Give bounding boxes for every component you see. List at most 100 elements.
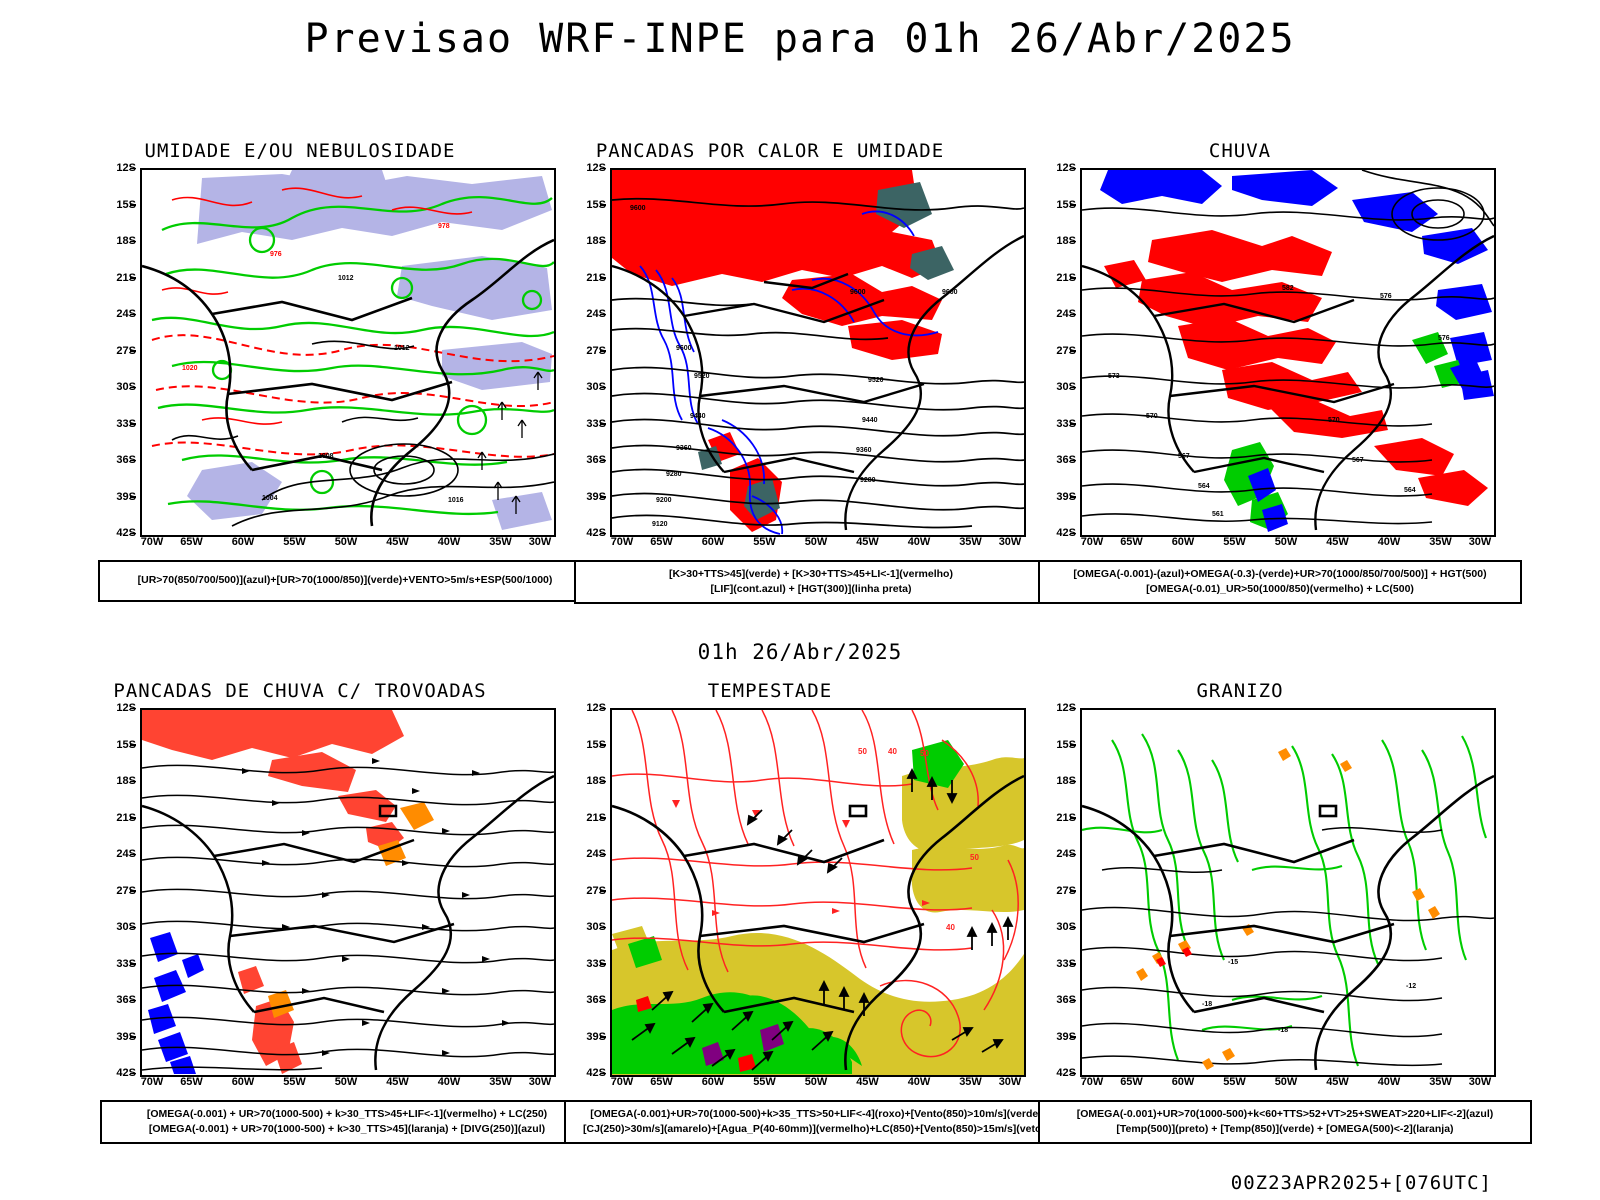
lat-tick-label: 24S (586, 848, 606, 860)
svg-text:9440: 9440 (690, 413, 706, 420)
lat-axis: 12S 15S 18S 21S 24S 27S 30S 33S 36S 39S 42S (90, 162, 136, 539)
lat-tick-mark (130, 496, 136, 498)
map-canvas[interactable]: 9600 9600 9600 9600 9520 9520 9440 9440 … (610, 168, 1026, 537)
lat-tick-mark (130, 277, 136, 279)
lat-tick-label: 21S (1056, 811, 1076, 824)
lat-tick-mark (130, 999, 136, 1001)
lat-tick-mark (130, 890, 136, 892)
lon-tick-label: 50W (804, 536, 828, 548)
lon-tick-label: 50W (334, 1076, 358, 1088)
caption-line: [OMEGA(-0.01)_UR>50(1000/850)(vermelho) … (1146, 583, 1414, 595)
lat-tick-label: 24S (1056, 848, 1076, 860)
panel-caption: [OMEGA(-0.001)-(azul)+OMEGA(-0.3)-(verde… (1038, 560, 1522, 604)
lat-tick-label: 33S (116, 417, 136, 430)
lat-tick-label: 15S (1056, 738, 1076, 751)
lat-tick-label: 36S (116, 454, 136, 466)
lon-tick-label: 55W (753, 536, 776, 548)
lat-tick-label: 39S (586, 490, 606, 503)
lat-tick-label: 33S (116, 957, 136, 970)
lat-tick-label: 39S (1056, 490, 1076, 503)
lat-tick-label: 36S (1056, 994, 1076, 1006)
lat-tick-label: 18S (1056, 775, 1076, 787)
lat-tick-mark (600, 459, 606, 461)
mid-date-label: 01h 26/Abr/2025 (697, 640, 903, 664)
svg-text:9200: 9200 (656, 497, 672, 504)
lat-tick-mark (130, 240, 136, 242)
lat-tick-label: 42S (1056, 1067, 1076, 1079)
lat-tick-label: 21S (116, 811, 136, 824)
lon-tick-label: 50W (334, 536, 358, 548)
lon-tick-label: 35W (489, 1076, 512, 1088)
svg-text:9520: 9520 (868, 377, 884, 384)
lat-tick-mark (600, 780, 606, 782)
svg-text:50: 50 (920, 749, 929, 758)
lat-tick-label: 27S (586, 884, 606, 897)
lon-tick-label: 55W (1223, 1076, 1246, 1088)
lat-tick-mark (130, 204, 136, 206)
caption-line: [LIF](cont.azul) + [HGT(300)](linha pret… (710, 583, 912, 595)
lon-axis: 70W 65W 60W 55W 50W 45W 40W 35W 30W (1080, 536, 1492, 554)
lat-tick-mark (1070, 386, 1076, 388)
lat-tick-label: 12S (1056, 162, 1076, 174)
lon-tick-label: 70W (140, 1076, 164, 1088)
lat-tick-label: 33S (586, 957, 606, 970)
lat-tick-label: 30S (116, 381, 136, 393)
lon-tick-label: 45W (1326, 1076, 1349, 1088)
lon-tick-label: 70W (1080, 1076, 1104, 1088)
lat-tick-mark (600, 240, 606, 242)
map-canvas[interactable]: -15 -18 -18 -12 (1080, 708, 1496, 1077)
panel-caption: [UR>70(850/700/500)](azul)+[UR>70(1000/8… (98, 560, 592, 602)
lon-tick-label: 40W (437, 536, 461, 548)
panel-title: TEMPESTADE (707, 680, 833, 702)
panel-caption: [OMEGA(-0.001)+UR>70(1000-500)+k>35_TTS>… (564, 1100, 1068, 1144)
lat-tick-label: 39S (116, 1030, 136, 1043)
lon-tick-label: 65W (1120, 536, 1143, 548)
lat-tick-label: 15S (116, 738, 136, 751)
lat-tick-mark (600, 853, 606, 855)
lat-tick-mark (1070, 496, 1076, 498)
map-canvas[interactable]: 1012 978 976 1008 1004 1016 1012 1020 (140, 168, 556, 537)
lon-tick-label: 65W (1120, 1076, 1143, 1088)
lon-tick-label: 65W (650, 536, 673, 548)
lat-tick-label: 42S (116, 1067, 136, 1079)
lat-tick-mark (1070, 817, 1076, 819)
lat-tick-mark (600, 277, 606, 279)
caption-line: [CJ(250)>30m/s](amarelo)+[Agua_P(40-60mm… (583, 1123, 1049, 1135)
lon-tick-label: 70W (610, 1076, 634, 1088)
lon-tick-label: 45W (1326, 536, 1349, 548)
panel-caption: [OMEGA(-0.001) + UR>70(1000-500) + k>30_… (100, 1100, 594, 1144)
svg-text:9280: 9280 (666, 471, 682, 478)
svg-text:1016: 1016 (448, 497, 464, 504)
lat-tick-label: 18S (116, 235, 136, 247)
panel-granizo: GRANIZO (1030, 680, 1532, 1144)
lon-axis: 70W 65W 60W 55W 50W 45W 40W 35W 30W (610, 1076, 1022, 1094)
map-canvas[interactable] (140, 708, 556, 1077)
lat-axis: 12S 15S 18S 21S 24S 27S 30S 33S 36S 39S 42S (1030, 162, 1076, 539)
lat-tick-mark (130, 707, 136, 709)
lat-tick-mark (600, 1036, 606, 1038)
svg-text:9600: 9600 (630, 205, 646, 212)
map-canvas[interactable]: 582 576 576 573 570 570 567 567 564 564 … (1080, 168, 1496, 537)
map-canvas[interactable]: 50 40 50 50 40 (610, 708, 1026, 1077)
lat-tick-mark (1070, 167, 1076, 169)
lon-tick-label: 30W (528, 536, 552, 548)
lat-tick-mark (600, 926, 606, 928)
svg-text:9600: 9600 (942, 289, 958, 296)
svg-text:567: 567 (1352, 457, 1364, 464)
panel-pancadas-calor: PANCADAS POR CALOR E UMIDADE (560, 140, 1048, 604)
lat-tick-mark (600, 890, 606, 892)
lat-tick-mark (1070, 204, 1076, 206)
lat-tick-label: 27S (116, 344, 136, 357)
lon-tick-label: 65W (180, 536, 203, 548)
caption-line: [OMEGA(-0.001)+UR>70(1000-500)+k>35_TTS>… (590, 1107, 1042, 1120)
lat-tick-label: 39S (586, 1030, 606, 1043)
lat-tick-label: 27S (1056, 344, 1076, 357)
lat-tick-label: 42S (586, 527, 606, 539)
svg-text:9600: 9600 (850, 289, 866, 296)
lat-tick-mark (600, 963, 606, 965)
lat-axis: 12S 15S 18S 21S 24S 27S 30S 33S 36S 39S 42S (90, 702, 136, 1079)
caption-line: [OMEGA(-0.001)-(azul)+OMEGA(-0.3)-(verde… (1073, 567, 1487, 580)
lon-tick-label: 55W (753, 1076, 776, 1088)
lat-tick-mark (1070, 459, 1076, 461)
lat-tick-label: 39S (1056, 1030, 1076, 1043)
